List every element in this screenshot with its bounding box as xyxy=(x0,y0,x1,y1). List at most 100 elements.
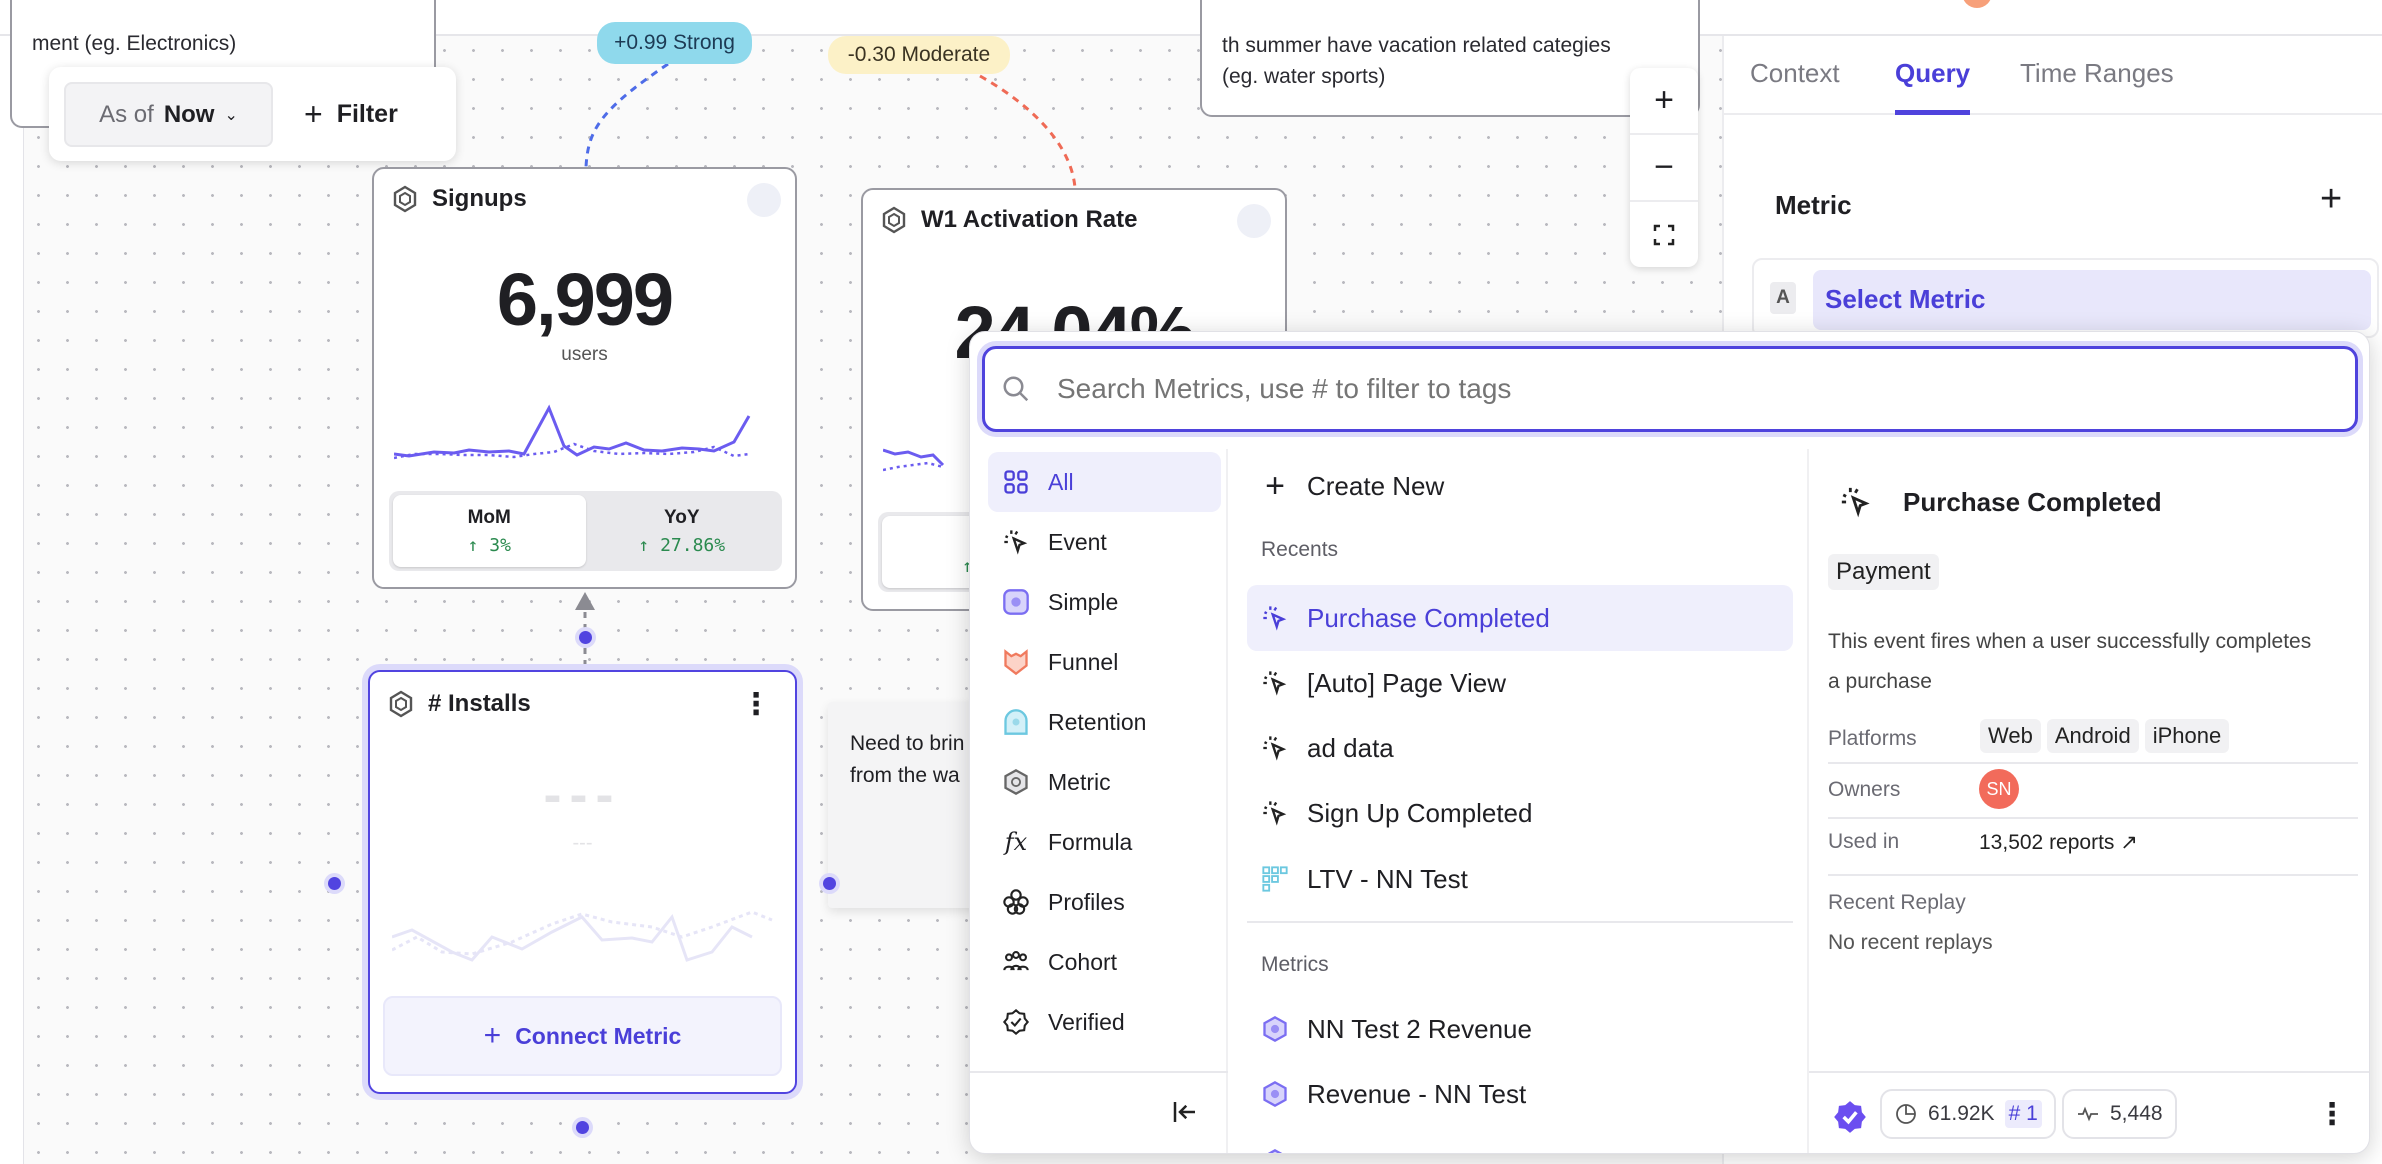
yoy-label: YoY xyxy=(663,506,700,528)
results-list: + Create New Recents Purchase Completed … xyxy=(1228,449,1809,1153)
recent-replay-label: Recent Replay xyxy=(1828,891,1966,914)
category-formula[interactable]: fx Formula xyxy=(988,812,1221,872)
note-text-line: th summer have vacation related categies xyxy=(1222,34,1611,57)
metric-unit: users xyxy=(561,344,608,365)
funnel-icon xyxy=(1004,649,1028,676)
sparkline xyxy=(883,448,945,472)
add-filter-button[interactable]: + Filter xyxy=(304,82,434,147)
tab-bar: Context Query Time Ranges xyxy=(1724,36,2382,115)
connect-metric-button[interactable]: + Connect Metric xyxy=(383,996,782,1076)
metric-item[interactable]: Revenue - NN Test xyxy=(1247,1061,1793,1127)
search-field[interactable] xyxy=(982,346,2358,432)
category-funnel[interactable]: Funnel xyxy=(988,632,1221,692)
category-label: Funnel xyxy=(1048,648,1119,675)
verified-badge-icon xyxy=(1831,1098,1869,1141)
category-label: Verified xyxy=(1048,1008,1125,1035)
placeholder-value: --- xyxy=(543,765,622,825)
metric-hex-icon xyxy=(882,206,906,234)
metric-slot[interactable]: A Select Metric xyxy=(1752,258,2379,338)
connection-handle-left[interactable] xyxy=(328,877,341,890)
metric-item[interactable]: NN Test 2 Revenue xyxy=(1247,996,1793,1062)
click-icon xyxy=(1841,487,1870,518)
left-sidebar-edge xyxy=(0,36,24,1164)
views-stat[interactable]: 61.92K # 1 xyxy=(1880,1089,2056,1139)
as-of-value: Now xyxy=(163,100,215,128)
zoom-out-button[interactable]: − xyxy=(1630,135,1698,202)
add-metric-button[interactable]: + xyxy=(2320,178,2343,220)
metric-picker-popup: All Event Simple Funnel Retention Metric… xyxy=(969,331,2370,1154)
signups-card[interactable]: Signups 6,999 users MoM ↑ 3% YoY ↑ 27.86% xyxy=(372,167,797,589)
click-icon xyxy=(1263,736,1287,761)
user-avatar[interactable] xyxy=(1962,0,1992,8)
metric-hex-icon xyxy=(1263,1015,1287,1043)
owner-avatar[interactable]: SN xyxy=(1979,769,2019,809)
category-profiles[interactable]: Profiles xyxy=(988,872,1221,932)
category-cohort[interactable]: Cohort xyxy=(988,932,1221,992)
divider xyxy=(1247,921,1793,923)
cohort-icon xyxy=(1003,951,1029,971)
tab-query[interactable]: Query xyxy=(1895,58,1971,115)
category-label: Retention xyxy=(1048,708,1147,735)
comparison-toggle: MoM ↑ 3% YoY ↑ 27.86% xyxy=(389,491,782,571)
retention-grid-icon xyxy=(1262,866,1288,892)
recent-item[interactable]: [Auto] Page View xyxy=(1247,650,1793,716)
note-text: ment (eg. Electronics) xyxy=(32,32,237,55)
recent-item[interactable]: Purchase Completed xyxy=(1247,585,1793,651)
divider xyxy=(1809,1071,2369,1073)
connection-handle[interactable] xyxy=(579,631,592,644)
category-label: Event xyxy=(1048,528,1107,555)
recent-item[interactable]: LTV - NN Test xyxy=(1247,846,1793,912)
card-title-text: W1 Activation Rate xyxy=(921,206,1138,233)
more-options-icon[interactable]: ⋮ xyxy=(2317,1098,2347,1131)
recent-item[interactable]: ad data xyxy=(1247,715,1793,781)
category-verified[interactable]: Verified xyxy=(988,992,1221,1052)
profiles-icon xyxy=(1003,889,1029,915)
category-label: All xyxy=(1048,468,1074,495)
search-input[interactable] xyxy=(1057,373,2257,405)
select-metric-button[interactable]: Select Metric xyxy=(1813,270,2371,330)
card-title: # Installs xyxy=(388,690,531,718)
zoom-controls: + − xyxy=(1630,68,1698,267)
category-event[interactable]: Event xyxy=(988,512,1221,572)
collapse-sidebar-button[interactable] xyxy=(1170,1097,1200,1132)
card-title-text: Signups xyxy=(432,185,527,212)
connection-handle-bottom[interactable] xyxy=(576,1121,589,1134)
metric-item-label: Revenue - NN Test xyxy=(1307,1078,1527,1109)
recent-item[interactable]: Sign Up Completed xyxy=(1247,780,1793,846)
click-icon xyxy=(1263,801,1287,826)
mom-value: ↑ 3% xyxy=(467,534,511,556)
used-in-link[interactable]: 13,502 reports ↗ xyxy=(1979,831,2138,854)
category-simple[interactable]: Simple xyxy=(988,572,1221,632)
fit-screen-icon xyxy=(1653,224,1675,245)
click-icon xyxy=(1263,606,1287,631)
tab-time-ranges[interactable]: Time Ranges xyxy=(2020,58,2174,88)
fit-screen-button[interactable] xyxy=(1630,202,1698,267)
metric-item-partial[interactable] xyxy=(1247,1129,1793,1153)
zoom-in-button[interactable]: + xyxy=(1630,68,1698,135)
platform-tag: iPhone xyxy=(2144,719,2230,753)
category-all[interactable]: All xyxy=(988,452,1221,512)
recent-item-label: [Auto] Page View xyxy=(1307,667,1506,698)
activity-icon xyxy=(2078,1106,2098,1122)
installs-card[interactable]: # Installs ⋮ --- --- + Connect Metric xyxy=(368,670,797,1094)
yoy-comparison[interactable]: YoY ↑ 27.86% xyxy=(586,495,779,567)
detail-tag[interactable]: Payment xyxy=(1828,554,1939,590)
more-options-icon[interactable]: ⋮ xyxy=(741,688,771,721)
note-top-right[interactable]: th summer have vacation related categies… xyxy=(1200,0,1700,117)
mom-comparison[interactable]: MoM ↑ 3% xyxy=(393,495,586,567)
events-stat[interactable]: 5,448 xyxy=(2062,1089,2177,1139)
tab-context[interactable]: Context xyxy=(1750,58,1840,88)
collapse-left-icon xyxy=(1173,1102,1195,1122)
as-of-dropdown[interactable]: As of Now ⌄ xyxy=(64,82,273,147)
recent-item-label: Purchase Completed xyxy=(1307,602,1550,633)
pie-chart-icon xyxy=(1896,1104,1916,1124)
correlation-badge-strong[interactable]: +0.99 Strong xyxy=(597,22,752,64)
correlation-badge-moderate[interactable]: -0.30 Moderate xyxy=(828,36,1010,74)
click-icon xyxy=(1004,530,1028,555)
category-retention[interactable]: Retention xyxy=(988,692,1221,752)
category-metric[interactable]: Metric xyxy=(988,752,1221,812)
metric-value: 6,999 xyxy=(496,258,674,341)
mom-label: MoM xyxy=(467,506,511,528)
create-new-button[interactable]: + Create New xyxy=(1247,453,1793,519)
connection-handle-right[interactable] xyxy=(823,877,836,890)
